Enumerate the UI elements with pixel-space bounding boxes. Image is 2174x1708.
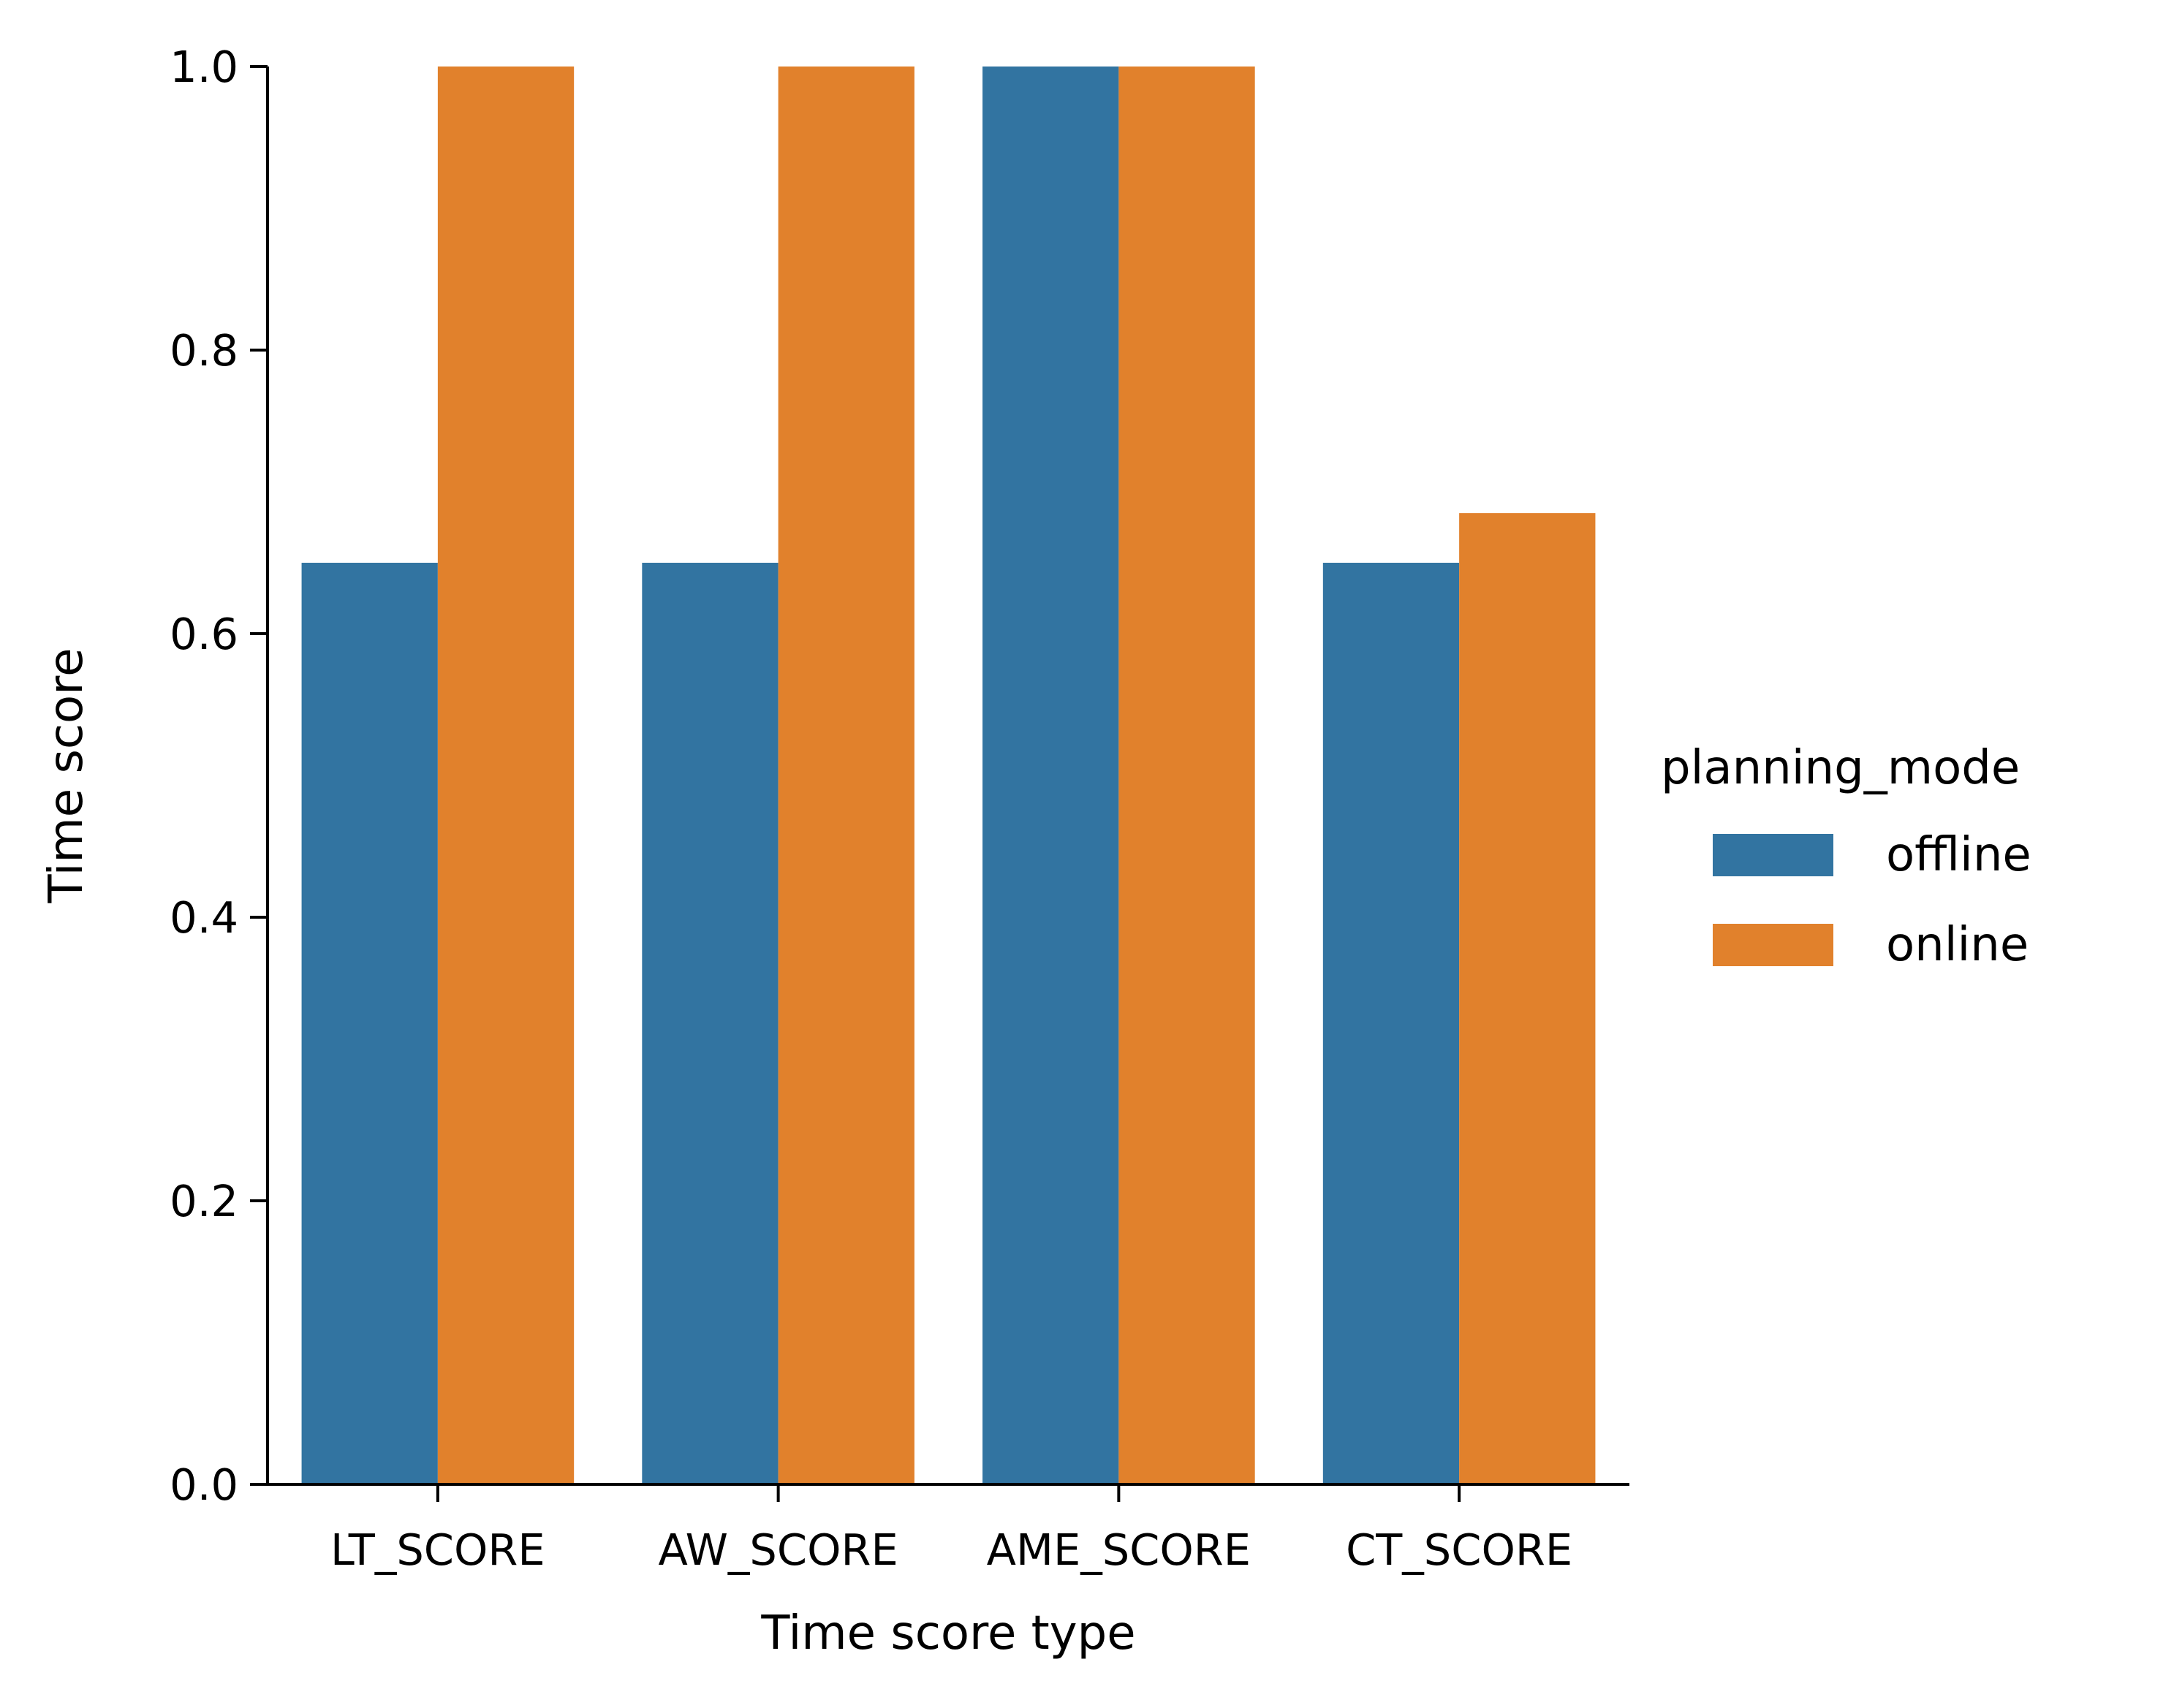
bar-offline-ame-score (982, 67, 1119, 1484)
legend-items: offline online (1713, 828, 2031, 972)
legend-swatch-offline (1713, 834, 1833, 876)
bar-online-lt-score (437, 67, 575, 1484)
x-axis-title: Time score type (760, 1606, 1135, 1660)
y-tick-label: 0.2 (170, 1176, 238, 1226)
x-tick-label: CT_SCORE (1346, 1525, 1572, 1575)
x-tick-label: LT_SCORE (330, 1525, 545, 1575)
bar-offline-aw-score (642, 563, 779, 1484)
y-tick-label: 0.4 (170, 892, 238, 943)
legend-label-offline: offline (1886, 828, 2031, 882)
y-tick-label: 0.8 (170, 325, 238, 376)
legend-label-online: online (1886, 918, 2029, 972)
bar-online-ame-score (1118, 67, 1255, 1484)
y-axis-title: Time score (39, 648, 94, 904)
bar-offline-lt-score (301, 563, 438, 1484)
legend-title: planning_mode (1661, 741, 2020, 795)
x-tick-label: AME_SCORE (987, 1525, 1251, 1575)
bars-layer (301, 67, 1596, 1484)
legend: planning_mode offline online (1661, 741, 2031, 972)
bar-online-ct-score (1459, 513, 1596, 1484)
bar-offline-ct-score (1322, 563, 1460, 1484)
axes-layer (266, 67, 1629, 1486)
legend-swatch-online (1713, 924, 1833, 966)
bar-online-aw-score (778, 67, 914, 1484)
x-ticks: LT_SCORE AW_SCORE AME_SCORE CT_SCORE (330, 1484, 1572, 1575)
y-tick-label: 0.0 (170, 1460, 238, 1510)
y-tick-label: 1.0 (170, 42, 238, 92)
y-tick-label: 0.6 (170, 609, 238, 659)
x-tick-label: AW_SCORE (658, 1525, 898, 1575)
y-ticks: 0.0 0.2 0.4 0.6 0.8 1.0 (170, 42, 268, 1510)
